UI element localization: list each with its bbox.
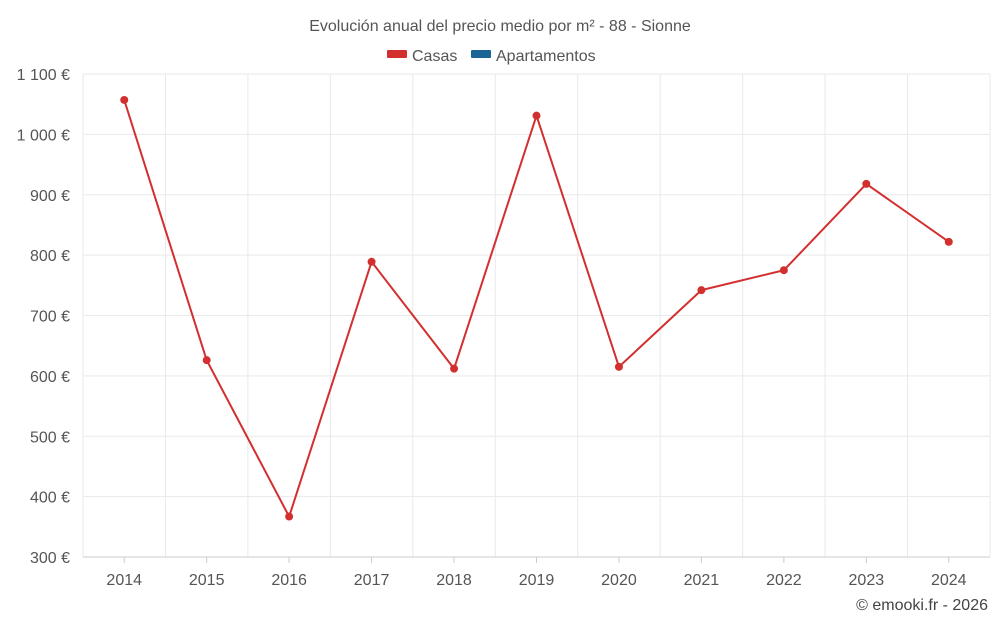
x-tick-label: 2022 (766, 572, 802, 589)
y-tick-label: 700 € (30, 309, 70, 326)
y-tick-label: 800 € (30, 248, 70, 265)
x-tick-label: 2016 (271, 572, 307, 589)
legend: Casas Apartamentos (387, 48, 596, 65)
legend-swatch-apartamentos (471, 50, 491, 58)
legend-swatch-casas (387, 50, 407, 58)
data-point[interactable] (944, 237, 953, 246)
x-tick-label: 2017 (354, 572, 390, 589)
x-tick-label: 2023 (849, 572, 885, 589)
y-tick-label: 500 € (30, 429, 70, 446)
data-point[interactable] (367, 257, 376, 266)
x-tick-label: 2019 (519, 572, 555, 589)
x-tick-label: 2024 (931, 572, 967, 589)
y-tick-label: 1 000 € (17, 127, 70, 144)
data-point[interactable] (697, 286, 706, 295)
x-tick-label: 2014 (106, 572, 142, 589)
data-point[interactable] (450, 364, 459, 373)
data-point[interactable] (614, 362, 623, 371)
axes: 300 € 400 € 500 € 600 € 700 € 800 € 900 € 1 000… (17, 67, 990, 589)
series-casas (120, 95, 953, 521)
data-point[interactable] (862, 179, 871, 188)
legend-label-casas[interactable]: Casas (412, 48, 457, 65)
grid (82, 73, 991, 558)
y-tick-label: 1 100 € (17, 67, 70, 84)
x-tick-label: 2020 (601, 572, 637, 589)
y-tick-label: 400 € (30, 490, 70, 507)
y-tick-label: 600 € (30, 369, 70, 386)
data-point[interactable] (285, 512, 294, 521)
data-point[interactable] (120, 95, 129, 104)
data-point[interactable] (532, 111, 541, 120)
y-tick-label: 300 € (30, 550, 70, 567)
credit-text: © emooki.fr - 2026 (856, 597, 988, 614)
x-tick-label: 2015 (189, 572, 225, 589)
x-tick-label: 2018 (436, 572, 472, 589)
legend-label-apartamentos[interactable]: Apartamentos (496, 48, 596, 65)
chart-title: Evolución anual del precio medio por m² … (309, 18, 691, 35)
x-tick-label: 2021 (684, 572, 720, 589)
data-point[interactable] (202, 356, 211, 365)
data-point[interactable] (779, 266, 788, 275)
y-tick-label: 900 € (30, 188, 70, 205)
